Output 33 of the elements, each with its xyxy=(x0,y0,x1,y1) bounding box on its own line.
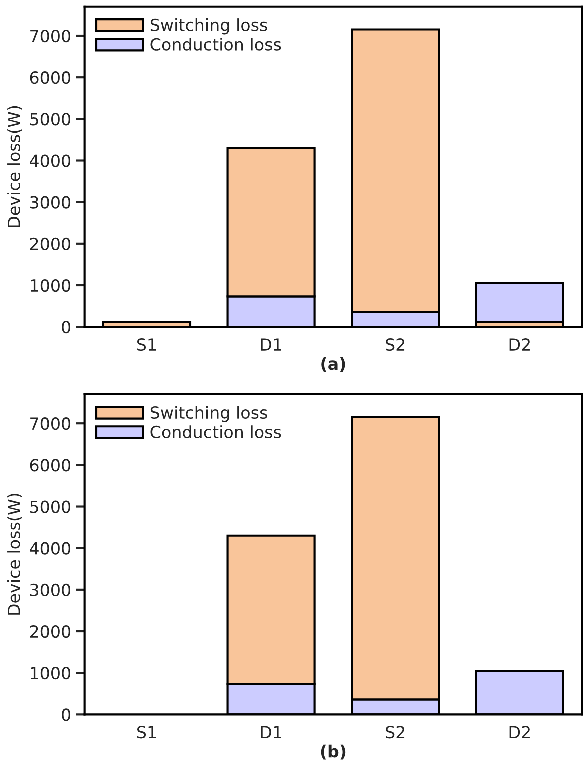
x-tick-label: S1 xyxy=(137,726,156,739)
bar xyxy=(475,282,564,324)
y-tick-label: 6000 xyxy=(30,459,71,472)
legend-label: Switching loss xyxy=(150,406,268,422)
y-tick-label: 0 xyxy=(62,321,71,334)
text: (a) xyxy=(322,357,346,372)
y-tick-label: 7000 xyxy=(30,30,71,43)
y-tick-label: 2000 xyxy=(30,625,71,638)
y-tick-label: 5000 xyxy=(30,500,71,514)
y-axis-title: Device loss(W) xyxy=(8,106,22,228)
y-tick-label: 7000 xyxy=(30,418,71,430)
y-axis-title: Device loss(W) xyxy=(8,494,22,615)
legend-label: Conduction loss xyxy=(150,426,282,439)
y-tick-label: 4000 xyxy=(30,542,71,555)
x-tick-label: D1 xyxy=(261,726,282,738)
y-tick-label: 4000 xyxy=(30,154,71,168)
y-tick-label: 3000 xyxy=(30,196,71,209)
legend-label: Conduction loss xyxy=(150,38,282,51)
x-tick-label: S2 xyxy=(386,726,405,739)
x-tick-label: S1 xyxy=(137,338,156,352)
y-tick-label: 2000 xyxy=(30,238,71,250)
y-tick-label: 6000 xyxy=(30,72,71,84)
y-tick-label: 1000 xyxy=(31,279,71,292)
y-tick-label: 5000 xyxy=(30,113,71,126)
y-tick-label: 0 xyxy=(62,708,71,722)
x-tick-label: S2 xyxy=(386,338,405,352)
x-tick-label: D2 xyxy=(510,726,530,738)
text: (b) xyxy=(321,744,346,760)
legend-label: Switching loss xyxy=(150,18,268,35)
y-tick-label: 3000 xyxy=(30,584,71,596)
x-tick-label: D1 xyxy=(261,338,282,351)
x-tick-label: D2 xyxy=(510,338,530,351)
y-tick-label: 1000 xyxy=(31,667,71,680)
